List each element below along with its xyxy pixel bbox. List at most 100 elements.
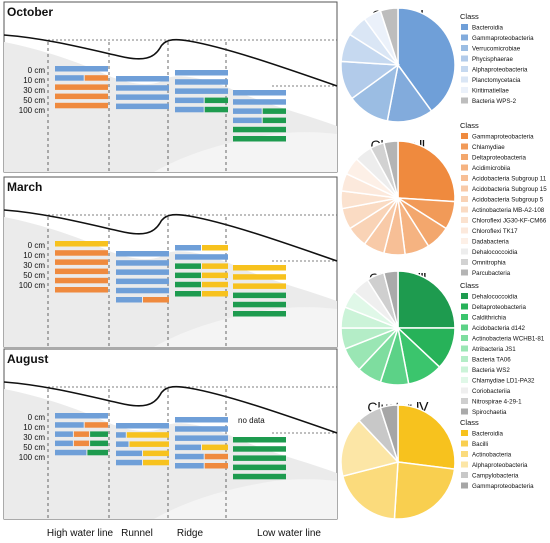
depth-label: 30 cm — [23, 433, 45, 442]
cluster-bar-segment — [204, 97, 228, 104]
class-legend-swatch — [461, 303, 468, 310]
class-legend-swatch — [461, 269, 468, 276]
depth-label: 0 cm — [28, 66, 46, 75]
class-legend-label: Gammaproteobacteria — [472, 134, 534, 141]
cluster-bar-segment — [175, 435, 228, 441]
cluster-bar-segment — [233, 437, 286, 443]
class-legend-swatch — [461, 356, 468, 362]
cluster-bar-segment — [55, 102, 108, 109]
class-legend-label: Bacilli — [472, 441, 488, 448]
cluster-bar-segment — [116, 85, 169, 91]
pie-slice — [341, 461, 399, 520]
cluster-bar-segment — [116, 76, 169, 82]
cluster-bar-segment — [143, 297, 169, 303]
panel-title: October — [7, 5, 53, 19]
cluster-pie-charts: Cluster ⅠClassBacteroidiaGammaproteobact… — [340, 7, 547, 520]
cluster-bar-segment — [87, 449, 108, 456]
depth-label: 100 cm — [19, 453, 46, 462]
class-legend-label: Omnitrophia — [472, 260, 506, 267]
sediment-area — [154, 307, 337, 347]
class-legend-swatch — [461, 66, 468, 72]
cluster-bar-segment — [55, 84, 108, 90]
class-legend-label: Acidobacteria Subgroup 5 — [472, 197, 544, 204]
class-legend-label: Bacteria WPS-2 — [472, 98, 517, 105]
pie-slice — [397, 7, 456, 113]
cluster-bar-segment — [84, 422, 108, 428]
cluster-bar-segment — [175, 263, 201, 269]
cluster-bar-segment — [143, 459, 169, 466]
class-legend-label: Deltaproteobacteria — [472, 155, 527, 162]
cluster-bar-segment — [202, 272, 228, 279]
cluster-bar-segment — [233, 108, 262, 114]
cluster-bar-segment — [204, 106, 228, 113]
pie-slice — [397, 270, 456, 329]
cluster-bar-segment — [233, 311, 286, 317]
class-legend-swatch — [461, 227, 468, 234]
cluster-bar-segment — [175, 444, 201, 451]
cluster-bar-segment — [55, 75, 84, 81]
class-legend-swatch — [461, 440, 468, 447]
depth-label: 50 cm — [23, 443, 45, 452]
pie-chart-cluster-2: Cluster ⅡClassGammaproteobacteriaChlamyd… — [340, 121, 547, 277]
sediment-area — [154, 479, 337, 519]
cluster-bar-segment — [175, 245, 201, 251]
class-legend-label: Actinobacteria — [472, 452, 512, 459]
cluster-bar-segment — [233, 464, 286, 471]
cluster-bar-segment — [55, 431, 73, 437]
cluster-bar-segment — [175, 272, 201, 279]
cluster-bar-segment — [202, 281, 228, 288]
cluster-bar-segment — [175, 291, 201, 297]
class-legend-swatch — [461, 164, 468, 171]
pie-chart-cluster-3: Cluster ⅢClassDehalococcoidiaDeltaproteo… — [340, 270, 545, 416]
class-legend-swatch — [461, 206, 468, 213]
class-legend-label: Chloroflexi TK17 — [472, 228, 518, 235]
class-legend-header: Class — [460, 12, 479, 21]
class-legend-label: Acidobacteria Subgroup 15 — [472, 186, 547, 193]
depth-label: 0 cm — [28, 413, 46, 422]
class-legend-label: Deltaproteobacteria — [472, 304, 527, 311]
class-legend-swatch — [461, 238, 468, 244]
cluster-bar-segment — [126, 432, 169, 438]
cluster-bar-segment — [233, 90, 286, 96]
class-legend-header: Class — [460, 281, 479, 290]
class-legend-swatch — [461, 461, 468, 468]
class-legend-swatch — [461, 133, 468, 139]
cluster-bar-segment — [116, 297, 142, 303]
cluster-bar-segment — [55, 66, 108, 72]
cluster-bar-segment — [175, 70, 228, 76]
beach-profile — [3, 381, 338, 434]
class-legend-label: Alphaproteobacteria — [472, 462, 528, 469]
zone-label: High water line — [47, 528, 114, 539]
cluster-bar-segment — [233, 99, 286, 105]
cluster-bar-segment — [233, 265, 286, 271]
class-legend-label: Alphaproteobacteria — [472, 67, 528, 74]
pie-slice — [393, 461, 456, 520]
beach-profile — [3, 34, 338, 87]
depth-label: 50 cm — [23, 96, 45, 105]
cluster-bar-segment — [116, 459, 142, 466]
depth-label: 30 cm — [23, 86, 45, 95]
cluster-bar-segment — [129, 441, 169, 447]
class-legend-label: Chlamydiae LD1-PA32 — [472, 378, 535, 385]
cluster-bar-segment — [175, 281, 201, 288]
cluster-bar-segment — [233, 301, 286, 308]
class-legend-label: Nitrospirae 4-29-1 — [472, 399, 522, 406]
class-legend-label: Planctomycetacia — [472, 77, 521, 84]
pie-slice — [379, 7, 399, 66]
class-legend-swatch — [461, 482, 468, 489]
no-data-label: no data — [238, 416, 265, 425]
cluster-bar-segment — [202, 263, 228, 269]
cluster-bar-segment — [175, 417, 228, 423]
depth-label: 10 cm — [23, 76, 45, 85]
pie-slice — [382, 140, 399, 199]
cluster-bar-segment — [262, 108, 286, 114]
cluster-bar-segment — [55, 277, 108, 284]
zone-label: Low water line — [257, 528, 321, 539]
cluster-bar-segment — [116, 251, 169, 257]
pie-slice — [340, 419, 400, 478]
depth-label: 50 cm — [23, 271, 45, 280]
class-legend-header: Class — [460, 418, 479, 427]
class-legend-label: Dehalococcoidia — [472, 294, 518, 301]
pie-chart-cluster-4: Cluster ⅣClassBacteroidiaBacilliActinoba… — [340, 399, 534, 520]
